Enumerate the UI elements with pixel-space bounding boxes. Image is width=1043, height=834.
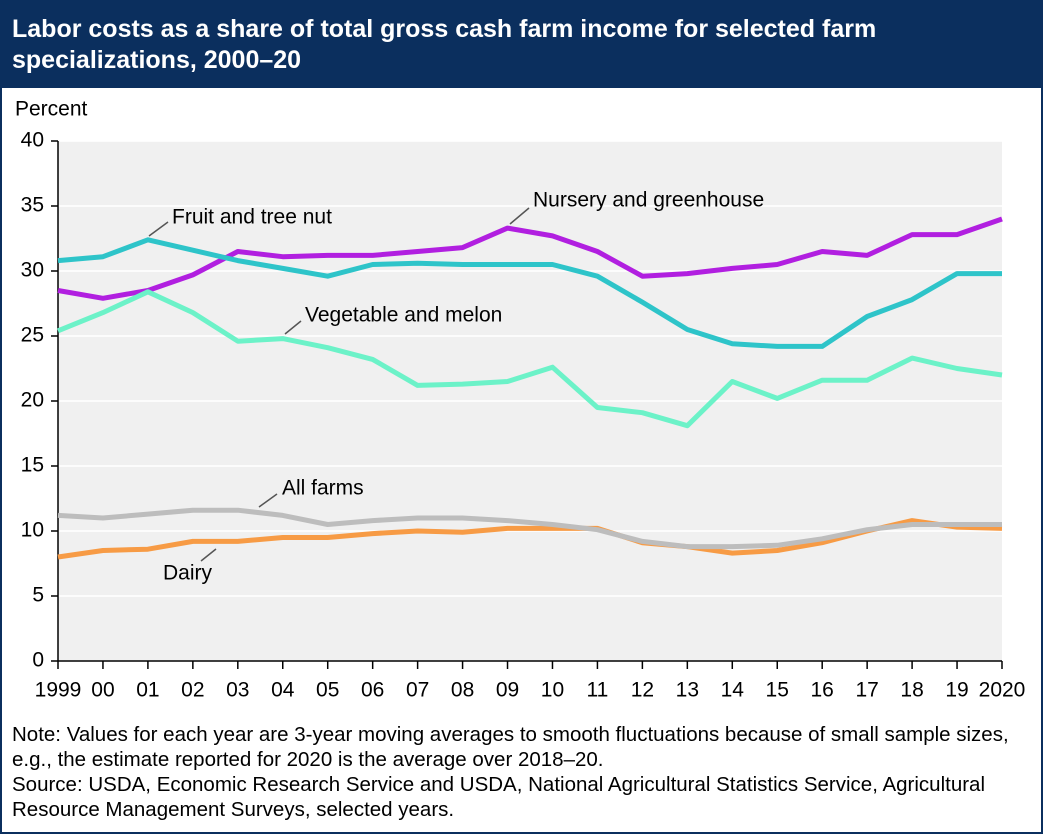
series-line xyxy=(57,289,1003,429)
y-tick-label: 5 xyxy=(32,584,44,607)
x-tick-label: 2020 xyxy=(979,679,1026,702)
y-tick-label: 25 xyxy=(21,324,44,347)
series-line xyxy=(57,518,1003,560)
y-tick-label: 10 xyxy=(21,519,44,542)
x-tick-label: 09 xyxy=(496,679,519,702)
x-tick-label: 02 xyxy=(181,679,204,702)
series-label: Vegetable and melon xyxy=(305,304,502,327)
label-leader xyxy=(509,207,530,225)
y-tick-label: 40 xyxy=(21,129,44,152)
series-label: Nursery and greenhouse xyxy=(533,189,764,212)
y-tick-label: 30 xyxy=(21,259,44,282)
y-tick-label: 35 xyxy=(21,194,44,217)
x-tick-label: 08 xyxy=(451,679,474,702)
x-tick-label: 11 xyxy=(587,679,609,702)
x-tick-label: 04 xyxy=(271,679,295,702)
chart-title: Labor costs as a share of total gross ca… xyxy=(2,2,1041,88)
label-leader xyxy=(258,493,278,508)
series-label: Fruit and tree nut xyxy=(172,206,332,229)
x-tick-label: 1999 xyxy=(35,679,82,702)
x-tick-label: 07 xyxy=(406,679,429,702)
x-tick-label: 15 xyxy=(766,679,789,702)
x-tick-label: 13 xyxy=(676,679,699,702)
notes: Note: Values for each year are 3-year mo… xyxy=(12,722,1032,822)
x-tick-label: 00 xyxy=(91,679,114,702)
y-axis-label: Percent xyxy=(15,98,88,121)
x-tick-label: 19 xyxy=(945,679,968,702)
series-line xyxy=(57,507,1002,550)
y-tick-label: 0 xyxy=(32,649,44,672)
note: Note: Values for each year are 3-year mo… xyxy=(12,723,1009,771)
x-tick-label: 18 xyxy=(900,679,923,702)
series-label: All farms xyxy=(282,477,364,500)
label-leader xyxy=(200,548,217,562)
y-tick-label: 15 xyxy=(21,454,44,477)
source: Source: USDA, Economic Research Service … xyxy=(12,773,986,821)
x-tick-label: 05 xyxy=(316,679,339,702)
y-tick-label: 20 xyxy=(21,389,44,412)
series-label: Dairy xyxy=(163,562,213,585)
series-line xyxy=(57,216,1003,301)
x-tick-label: 14 xyxy=(721,679,745,702)
x-tick-label: 06 xyxy=(361,679,384,702)
x-tick-label: 10 xyxy=(541,679,564,702)
x-tick-label: 01 xyxy=(136,679,159,702)
label-leader xyxy=(284,320,302,335)
label-leader xyxy=(148,221,169,237)
x-tick-label: 16 xyxy=(811,679,834,702)
x-tick-label: 17 xyxy=(855,679,878,702)
series-line xyxy=(57,237,1002,349)
x-tick-label: 12 xyxy=(631,679,654,702)
x-tick-label: 03 xyxy=(226,679,249,702)
